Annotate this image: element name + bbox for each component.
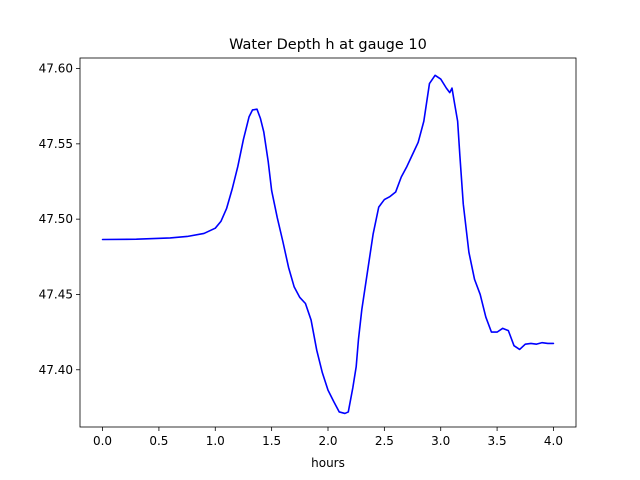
x-tick-label: 4.0: [544, 434, 563, 448]
x-axis: 0.0 0.5 1.0 1.5 2.0 2.5 3.0 3.5 4.0: [93, 427, 563, 448]
y-tick-label: 47.60: [39, 62, 73, 76]
plot-area: [79, 57, 577, 428]
x-tick-label: 2.5: [375, 434, 394, 448]
x-tick-label: 0.5: [149, 434, 168, 448]
series-layer: [101, 74, 555, 415]
x-tick-label: 0.0: [93, 434, 112, 448]
series-line: [101, 74, 555, 415]
y-axis: 47.40 47.45 47.50 47.55 47.60: [39, 62, 80, 377]
y-tick-label: 47.45: [39, 287, 73, 301]
x-tick-label: 2.0: [318, 434, 337, 448]
y-tick-label: 47.50: [39, 212, 73, 226]
y-tick-label: 47.40: [39, 363, 73, 377]
chart-title: Water Depth h at gauge 10: [229, 37, 427, 53]
plot-frame: [79, 57, 577, 428]
x-axis-label: hours: [311, 456, 345, 470]
x-tick-label: 3.5: [488, 434, 507, 448]
y-tick-label: 47.55: [39, 137, 73, 151]
x-tick-label: 1.5: [262, 434, 281, 448]
x-tick-label: 3.0: [431, 434, 450, 448]
x-tick-label: 1.0: [206, 434, 225, 448]
